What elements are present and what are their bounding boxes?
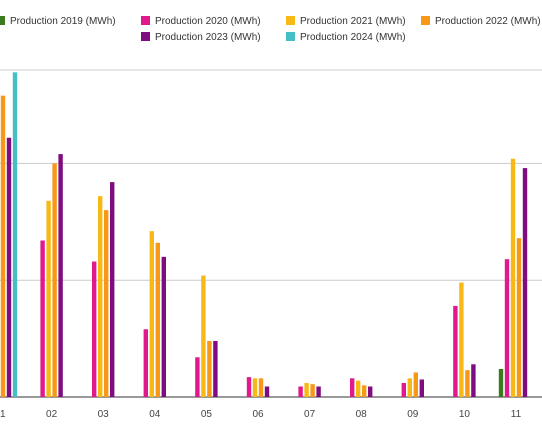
gridlines (0, 69, 542, 398)
x-tick-label: 06 (252, 409, 264, 420)
x-tick-label: 05 (201, 409, 213, 420)
bar[interactable] (310, 384, 315, 397)
legend-item[interactable]: Production 2023 (MWh) (141, 32, 261, 43)
bar-group-08 (350, 378, 373, 397)
bar[interactable] (304, 382, 309, 397)
legend-swatch (141, 16, 150, 25)
legend-label: Production 2020 (MWh) (155, 16, 261, 27)
x-tick-label: 08 (356, 409, 368, 420)
legend-item[interactable]: Production 2019 (MWh) (0, 16, 116, 27)
bar-group-04 (143, 231, 166, 397)
legend: Production 2019 (MWh) Production 2020 (MW… (0, 16, 541, 43)
legend-label: Production 2023 (MWh) (155, 32, 261, 43)
bar[interactable] (252, 378, 258, 397)
bar[interactable] (207, 340, 212, 397)
bar[interactable] (498, 368, 504, 397)
x-tick-label: 04 (149, 409, 161, 420)
bar-group-05 (195, 275, 218, 397)
x-tick-label: 09 (407, 409, 419, 420)
x-tick-label: 02 (46, 409, 58, 420)
bar[interactable] (6, 137, 12, 397)
bar[interactable] (350, 378, 355, 397)
bar[interactable] (149, 231, 154, 397)
bars (0, 72, 528, 397)
bar[interactable] (356, 380, 361, 397)
legend-swatch (0, 16, 5, 25)
bar-group-10 (453, 282, 476, 397)
bar[interactable] (362, 385, 367, 397)
bar[interactable] (155, 242, 160, 397)
x-tick-label: 10 (459, 409, 471, 420)
bar[interactable] (298, 386, 303, 397)
bar[interactable] (453, 305, 458, 397)
bar[interactable] (58, 154, 63, 397)
bar[interactable] (316, 386, 321, 397)
x-tick-label: 07 (304, 409, 316, 420)
x-axis: 01 02 03 04 05 06 07 08 09 10 11 (0, 409, 522, 420)
legend-item[interactable]: Production 2022 (MWh) (421, 16, 541, 27)
bar-group-01 (0, 72, 18, 397)
legend-swatch (141, 32, 150, 41)
bar[interactable] (0, 95, 6, 397)
legend-label: Production 2019 (MWh) (10, 16, 116, 27)
bar[interactable] (413, 372, 418, 397)
x-tick-label: 01 (0, 409, 6, 420)
bar-group-06 (246, 377, 270, 397)
legend-item[interactable]: Production 2021 (MWh) (286, 16, 406, 27)
bar-group-03 (92, 182, 115, 397)
bar[interactable] (264, 386, 270, 397)
bar[interactable] (510, 158, 516, 397)
legend-item[interactable]: Production 2020 (MWh) (141, 16, 261, 27)
bar[interactable] (419, 379, 424, 397)
bar[interactable] (246, 377, 252, 397)
bar[interactable] (98, 196, 103, 397)
bar[interactable] (401, 382, 406, 397)
bar[interactable] (516, 238, 522, 397)
legend-swatch (286, 16, 295, 25)
legend-label: Production 2024 (MWh) (300, 32, 406, 43)
bar[interactable] (258, 378, 264, 397)
bar[interactable] (52, 163, 57, 397)
bar[interactable] (465, 370, 470, 397)
legend-label: Production 2021 (MWh) (300, 16, 406, 27)
bar[interactable] (504, 259, 510, 397)
legend-swatch (286, 32, 295, 41)
bar[interactable] (92, 261, 97, 397)
bar[interactable] (40, 240, 45, 397)
bar[interactable] (161, 256, 166, 397)
x-tick-label: 03 (98, 409, 110, 420)
bar[interactable] (143, 329, 148, 397)
bar-group-07 (298, 382, 321, 397)
bar[interactable] (201, 275, 206, 397)
bar-group-09 (401, 372, 424, 397)
bar[interactable] (522, 168, 528, 397)
legend-swatch (421, 16, 430, 25)
bar[interactable] (368, 386, 373, 397)
bar[interactable] (46, 200, 51, 397)
legend-label: Production 2022 (MWh) (435, 16, 541, 27)
legend-item[interactable]: Production 2024 (MWh) (286, 32, 406, 43)
bar-group-02 (40, 154, 63, 397)
x-tick-label: 11 (511, 409, 522, 420)
bar[interactable] (471, 364, 476, 397)
bar[interactable] (213, 340, 218, 397)
bar[interactable] (459, 282, 464, 397)
bar[interactable] (195, 357, 200, 397)
bar[interactable] (110, 182, 115, 397)
bar-group-11 (498, 158, 528, 397)
bar[interactable] (12, 72, 18, 397)
bar[interactable] (407, 378, 412, 397)
bar[interactable] (104, 210, 109, 397)
